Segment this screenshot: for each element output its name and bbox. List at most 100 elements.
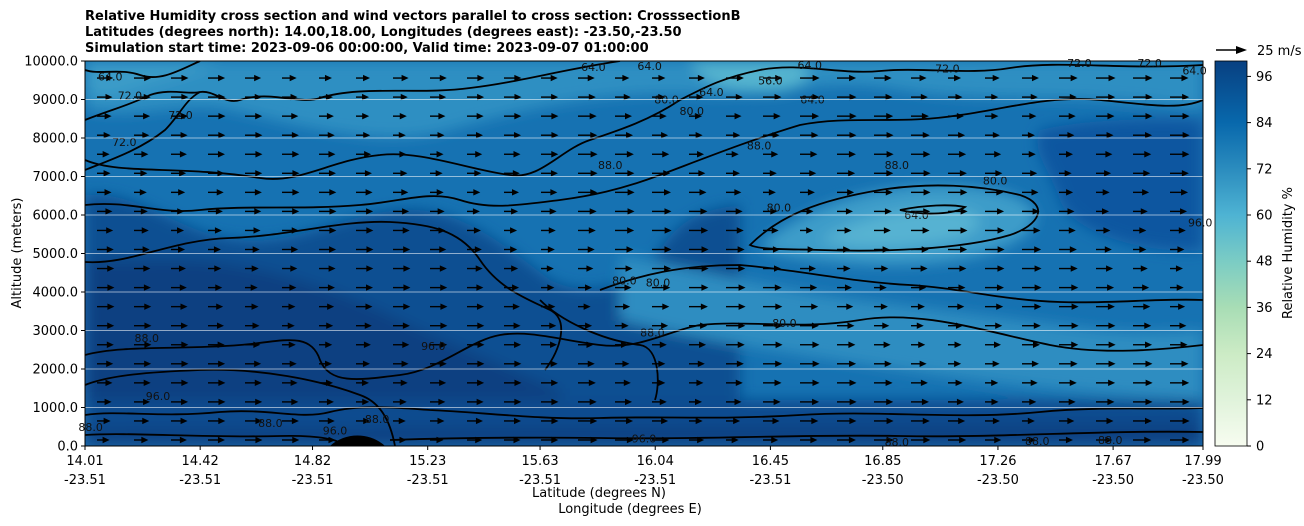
wind-arrow <box>356 132 371 139</box>
wind-arrow <box>319 417 335 425</box>
wind-arrow <box>985 417 1000 425</box>
wind-arrow <box>1022 246 1042 253</box>
wind-arrow <box>874 227 891 234</box>
wind-arrow <box>430 189 444 196</box>
wind-arrow <box>726 341 745 348</box>
wind-arrow <box>319 227 337 234</box>
wind-arrow <box>171 246 186 253</box>
wind-arrow <box>282 417 299 425</box>
wind-arrow <box>652 93 666 101</box>
x-tick-label-lon: -23.51 <box>749 473 791 488</box>
wind-arrow <box>97 284 115 291</box>
wind-arrow <box>97 322 115 329</box>
wind-arrow <box>689 379 704 387</box>
wind-arrow <box>393 417 406 425</box>
wind-arrow <box>208 74 226 82</box>
wind-arrow <box>1022 74 1039 82</box>
contour-label: 72.0 <box>118 90 143 103</box>
wind-arrow <box>800 227 814 234</box>
x-tick-label-lat: 17.99 <box>1184 454 1221 469</box>
wind-arrow <box>763 189 776 196</box>
wind-arrow <box>504 284 520 291</box>
wind-arrow <box>319 341 333 348</box>
wind-arrow <box>763 208 778 215</box>
wind-arrow <box>615 151 634 158</box>
wind-arrow <box>356 74 371 82</box>
wind-arrow <box>1059 284 1079 291</box>
wind-arrow <box>356 360 370 367</box>
wind-arrow <box>467 93 485 101</box>
contour-label: 64.0 <box>637 60 662 73</box>
wind-arrow <box>1059 246 1077 253</box>
wind-arrow <box>874 170 894 177</box>
wind-arrow <box>134 151 149 158</box>
wind-arrow <box>652 132 669 139</box>
grid-lines <box>85 99 1203 408</box>
wind-arrow <box>1096 74 1116 82</box>
wind-arrow <box>393 360 409 367</box>
wind-arrow <box>1022 227 1041 234</box>
wind-arrow <box>1096 284 1115 291</box>
wind-arrow <box>911 132 930 139</box>
x-tick-label-lon: -23.50 <box>862 473 904 488</box>
wind-arrow <box>356 265 374 272</box>
wind-arrow <box>763 170 777 177</box>
wind-arrow <box>541 93 559 101</box>
wind-arrow <box>171 151 187 158</box>
wind-arrow <box>282 284 297 291</box>
wind-arrow <box>837 303 854 310</box>
wind-arrow <box>356 379 369 387</box>
wind-arrow <box>615 74 630 82</box>
wind-arrow <box>985 436 1002 444</box>
wind-arrow <box>985 284 1004 291</box>
wind-arrow <box>652 360 666 367</box>
wind-arrow <box>134 303 152 310</box>
wind-arrow <box>171 74 189 82</box>
wind-arrow <box>911 74 927 82</box>
wind-arrow <box>578 74 595 82</box>
wind-arrow <box>393 322 410 329</box>
y-tick-label: 9000.0 <box>33 93 79 108</box>
wind-arrow <box>208 417 226 425</box>
wind-arrow <box>430 74 447 82</box>
wind-arrow <box>171 170 187 177</box>
wind-arrow <box>467 398 484 406</box>
wind-arrow <box>837 151 856 158</box>
wind-arrow <box>911 379 928 387</box>
wind-arrow <box>948 417 966 425</box>
wind-arrow <box>208 360 226 367</box>
wind-arrow <box>578 398 597 406</box>
wind-arrow <box>985 170 1003 177</box>
wind-arrow <box>1022 303 1042 310</box>
wind-arrow <box>615 417 634 425</box>
colorbar-tick-label: 48 <box>1256 255 1273 270</box>
wind-arrow <box>985 208 1005 215</box>
y-tick-label: 8000.0 <box>33 132 79 147</box>
wind-arrow <box>430 284 448 291</box>
wind-arrow <box>1170 417 1190 425</box>
wind-arrow <box>97 341 114 348</box>
wind-arrow <box>171 322 189 329</box>
wind-arrow <box>726 227 744 234</box>
wind-arrow <box>245 132 263 139</box>
wind-arrow <box>97 93 113 101</box>
wind-arrow <box>430 360 447 367</box>
wind-arrow <box>615 189 635 196</box>
y-tick-label: 5000.0 <box>33 247 79 262</box>
wind-arrow <box>97 398 112 406</box>
wind-arrow <box>689 112 703 120</box>
colorbar: 0 12 24 36 48 60 72 84 96 Relative Humidity % <box>1214 60 1296 455</box>
wind-arrow <box>245 189 262 196</box>
wind-arrow <box>1170 93 1190 101</box>
wind-arrow <box>282 398 299 406</box>
wind-arrow <box>1059 436 1073 444</box>
wind-arrow <box>1059 170 1072 177</box>
x-tick-label-lon: -23.50 <box>1092 473 1134 488</box>
wind-arrow <box>134 265 151 272</box>
wind-arrow <box>652 112 667 120</box>
wind-arrow <box>615 227 635 234</box>
wind-arrow <box>467 227 481 234</box>
wind-arrow <box>541 360 558 367</box>
wind-arrow <box>874 208 892 215</box>
wind-arrow <box>245 112 263 120</box>
